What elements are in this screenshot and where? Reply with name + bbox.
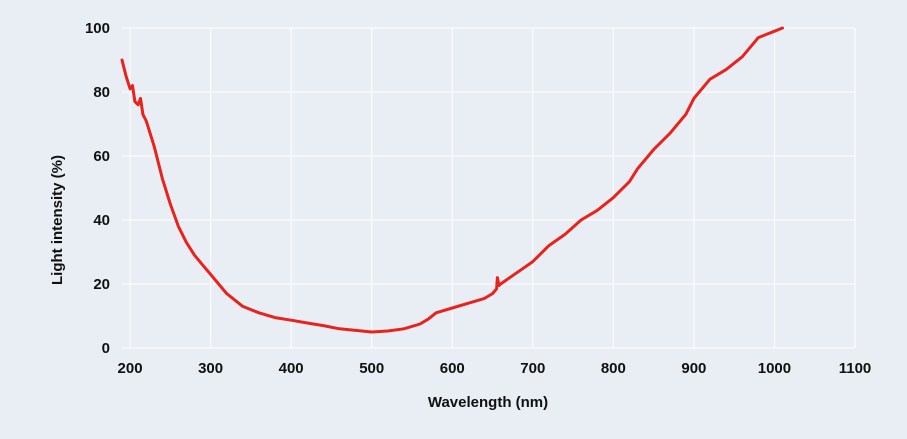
x-tick-label: 700: [520, 360, 545, 377]
y-tick-label: 40: [93, 212, 110, 229]
series-line: [120, 26, 784, 334]
x-axis-label: Wavelength (nm): [428, 394, 548, 411]
y-tick-label: 0: [102, 340, 110, 357]
y-tick-label: 80: [93, 84, 110, 101]
plot-area: [122, 28, 855, 348]
x-tick-label: 800: [601, 360, 626, 377]
x-axis-ticks: 200 300 400 500 600 700 800 900 1000 1100: [118, 360, 872, 377]
x-tick-label: 1000: [758, 360, 791, 377]
y-tick-label: 100: [85, 20, 110, 37]
grid: [122, 27, 856, 349]
x-tick-label: 500: [359, 360, 384, 377]
x-tick-label: 600: [440, 360, 465, 377]
x-tick-label: 300: [198, 360, 223, 377]
x-tick-label: 400: [279, 360, 304, 377]
series-group: [120, 26, 784, 334]
y-axis-label: Light intensity (%): [49, 155, 66, 285]
y-tick-label: 60: [93, 148, 110, 165]
x-tick-label: 1100: [839, 360, 872, 377]
y-tick-label: 20: [93, 276, 110, 293]
x-tick-label: 900: [681, 360, 706, 377]
y-axis-ticks: 0 20 40 60 80 100: [85, 20, 110, 357]
x-tick-label: 200: [118, 360, 143, 377]
